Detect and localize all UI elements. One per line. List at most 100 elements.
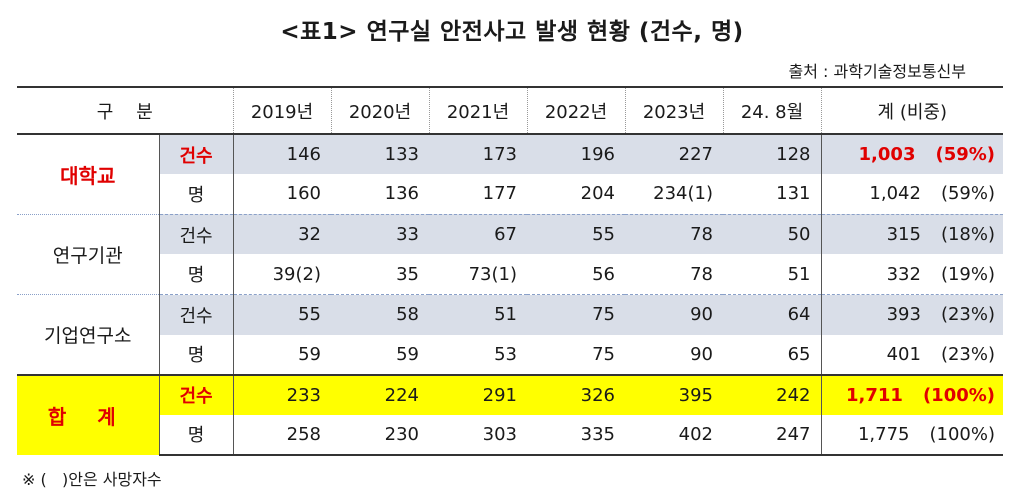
table-cell: 56 — [592, 263, 616, 285]
table-cell: 58 — [331, 293, 430, 335]
table-cell: 131 — [776, 183, 811, 205]
header-year: 2022년 — [526, 86, 626, 135]
total-value: 332 — [886, 263, 921, 285]
header-year: 24. 8월 — [722, 86, 822, 135]
table-cell: 65 — [787, 343, 811, 365]
table-cell: 78 — [690, 263, 714, 285]
table-cell: 395 — [625, 373, 724, 415]
total-value: 393 — [886, 304, 921, 326]
table-cell: 90 — [625, 293, 724, 335]
table-cell: 53 — [494, 343, 518, 365]
table-cell: 291 — [429, 373, 528, 415]
table-cell: 234(1) — [653, 183, 714, 205]
share-value: (23%) — [940, 343, 996, 365]
table-row: 대학교 건수 146 133 173 196 227 128 1,003 (59… — [17, 134, 1004, 215]
table-cell: 133 — [331, 134, 430, 175]
total-cell: 1,003 (59%) — [820, 134, 1004, 175]
table-row: 명 258 230 303 335 402 247 1,775 (100%) — [17, 414, 1004, 457]
total-value: 1,003 — [858, 144, 916, 166]
table-row: 명 39(2) 35 73(1) 56 78 51 332 (19%) — [17, 254, 1004, 295]
total-cell: 393 (23%) — [820, 293, 1004, 335]
table-cell: 55 — [527, 213, 626, 255]
table-cell: 51 — [787, 263, 811, 285]
table-cell: 224 — [331, 373, 430, 415]
footnote: ※ ( )안은 사망자수 — [22, 470, 162, 489]
row-label: 명 — [159, 334, 234, 375]
share-value: (19%) — [940, 263, 996, 285]
table-header-row: 구 분 2019년 2020년 2021년 2022년 2023년 24. 8월… — [17, 86, 1004, 135]
row-label: 건수 — [159, 293, 234, 335]
table-row: 명 59 59 53 75 90 65 401 (23%) — [17, 334, 1004, 375]
total-cell: 332 (19%) — [820, 254, 1004, 295]
share-value: (59%) — [935, 144, 996, 166]
total-cell: 401 (23%) — [820, 334, 1004, 375]
header-total: 계 (비중) — [820, 86, 1004, 135]
total-cell: 1,711 (100%) — [820, 373, 1004, 415]
total-cell: 1,775 (100%) — [820, 414, 1004, 457]
row-label: 명 — [159, 414, 234, 457]
table-cell: 90 — [690, 343, 714, 365]
table-cell: 173 — [429, 134, 528, 175]
header-year: 2019년 — [232, 86, 332, 135]
row-label: 건수 — [159, 213, 234, 255]
table-cell: 326 — [527, 373, 626, 415]
share-value: (23%) — [940, 304, 996, 326]
table-row: 연구기관 건수 32 33 67 55 78 50 315 (18%) — [17, 213, 1004, 295]
table-cell: 39(2) — [272, 263, 322, 285]
share-value: (100%) — [929, 423, 996, 445]
total-value: 1,711 — [846, 384, 903, 406]
table-cell: 32 — [233, 213, 332, 255]
source-label: 출처 : 과학기술정보통신부 — [788, 62, 966, 81]
table-cell: 78 — [625, 213, 724, 255]
table-cell: 33 — [331, 213, 430, 255]
table-cell: 230 — [331, 414, 430, 457]
table-cell: 55 — [233, 293, 332, 335]
header-year: 2023년 — [624, 86, 724, 135]
table-cell: 75 — [592, 343, 616, 365]
row-label: 건수 — [159, 134, 234, 175]
table-cell: 227 — [625, 134, 724, 175]
share-value: (100%) — [922, 384, 996, 406]
header-year: 2020년 — [330, 86, 430, 135]
group-name-institute: 연구기관 — [17, 213, 160, 295]
table-cell: 128 — [723, 134, 822, 175]
total-value: 315 — [886, 224, 921, 246]
table-cell: 335 — [527, 414, 626, 457]
table-cell: 402 — [625, 414, 724, 457]
share-value: (18%) — [940, 224, 996, 246]
table-cell: 51 — [429, 293, 528, 335]
total-value: 1,775 — [857, 423, 910, 445]
table-cell: 196 — [527, 134, 626, 175]
table-cell: 303 — [429, 414, 528, 457]
table-cell: 146 — [233, 134, 332, 175]
table-cell: 73(1) — [468, 263, 518, 285]
table-cell: 50 — [723, 213, 822, 255]
table-row: 기업연구소 건수 55 58 51 75 90 64 393 (23%) — [17, 293, 1004, 375]
table-row: 명 160 136 177 204 234(1) 131 1,042 (59%) — [17, 174, 1004, 215]
table-cell: 233 — [233, 373, 332, 415]
table-cell: 59 — [396, 343, 420, 365]
group-name-university: 대학교 — [17, 134, 160, 215]
share-value: (59%) — [940, 183, 996, 205]
table-cell: 67 — [429, 213, 528, 255]
row-label: 건수 — [159, 373, 234, 415]
total-cell: 1,042 (59%) — [820, 174, 1004, 215]
table-cell: 242 — [723, 373, 822, 415]
total-value: 401 — [886, 343, 921, 365]
table-cell: 59 — [298, 343, 322, 365]
group-name-total: 합 계 — [17, 373, 160, 455]
total-cell: 315 (18%) — [820, 213, 1004, 255]
table-cell: 258 — [233, 414, 332, 457]
table-cell: 64 — [723, 293, 822, 335]
header-year: 2021년 — [428, 86, 528, 135]
table-cell: 75 — [527, 293, 626, 335]
row-label: 명 — [159, 254, 234, 295]
page-title: <표1> 연구실 안전사고 발생 현황 (건수, 명) — [280, 19, 744, 45]
table-cell: 136 — [384, 183, 420, 205]
total-value: 1,042 — [869, 183, 921, 205]
group-name-corporate-lab: 기업연구소 — [17, 293, 160, 375]
header-category: 구 분 — [17, 86, 234, 135]
table-cell: 35 — [396, 263, 420, 285]
row-label: 명 — [159, 174, 234, 215]
table-cell: 160 — [286, 183, 322, 205]
